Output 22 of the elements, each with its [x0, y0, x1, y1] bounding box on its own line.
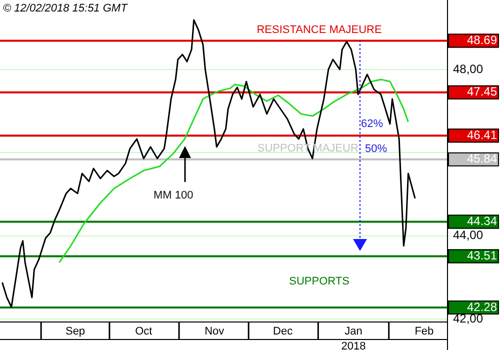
x-tick-label: Jan 2018: [341, 325, 366, 350]
ref-line-label: 45.84: [466, 152, 498, 166]
x-tick-label: Nov: [204, 325, 225, 338]
ref-line-label: 44.34: [466, 214, 498, 228]
ref-line-label: 42.28: [466, 300, 498, 314]
annotation: SUPPORTS: [289, 275, 350, 288]
x-tick-label: Feb: [414, 325, 434, 338]
y-tick-label: 44,00: [453, 228, 484, 242]
ref-line-label: 46.41: [466, 128, 498, 142]
ref-line-label: 48.69: [466, 33, 498, 48]
x-tick-label: Dec: [273, 325, 294, 338]
annotation: RESISTANCE MAJEURE: [256, 24, 382, 36]
annotation: 50%: [364, 143, 388, 156]
y-tick-label: 42,00: [453, 311, 484, 326]
x-tick-label: Sep: [65, 325, 86, 338]
chart-subtitle: © 12/02/2018 15:51 GMT: [3, 2, 129, 15]
series-label: MM 100: [153, 190, 194, 202]
x-tick-label: Oct: [135, 325, 152, 338]
ref-line-label: 47.45: [466, 84, 498, 99]
annotation: 62%: [360, 118, 384, 130]
ref-line-label: 43.51: [466, 248, 498, 263]
y-tick-label: 48,00: [453, 62, 484, 76]
